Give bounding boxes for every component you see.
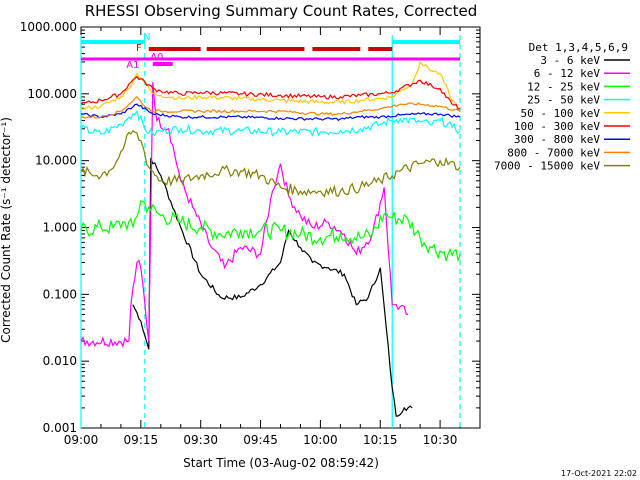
legend-label: 100 - 300 keV — [514, 120, 600, 133]
y-tick-label: 0.001 — [43, 421, 77, 435]
legend-label: 6 - 12 keV — [534, 67, 601, 80]
x-axis-label: Start Time (03-Aug-02 08:59:42) — [183, 456, 379, 470]
y-tick-label: 10.000 — [35, 154, 77, 168]
flag-label: F — [136, 43, 142, 54]
footer-date: 17-Oct-2021 22:02 — [561, 469, 637, 478]
y-tick-label: 1.000 — [43, 221, 77, 235]
x-tick-label: 09:15 — [124, 433, 159, 447]
x-tick-label: 09:30 — [183, 433, 218, 447]
series-line — [80, 75, 461, 110]
series-line — [80, 200, 461, 262]
series-line — [80, 129, 461, 198]
y-axis-label: Corrected Count Rate (s⁻¹ detector⁻¹) — [0, 117, 13, 343]
y-tick-label: 0.100 — [43, 287, 77, 301]
series-line — [80, 96, 461, 119]
plot-frame — [80, 26, 481, 429]
y-tick-label: 100.000 — [27, 87, 77, 101]
legend-label: 300 - 800 keV — [514, 133, 600, 146]
series-line — [80, 109, 461, 138]
legend-label: 3 - 6 keV — [540, 54, 600, 67]
legend-label: 50 - 100 keV — [521, 107, 601, 120]
y-tick-label: 1000.000 — [20, 20, 77, 34]
legend-title: Det 1,3,4,5,6,9 — [529, 41, 628, 54]
legend-label: 7000 - 15000 keV — [494, 160, 600, 173]
series-line — [80, 82, 409, 349]
chart-title: RHESSI Observing Summary Count Rates, Co… — [85, 2, 478, 20]
legend-label: 25 - 50 keV — [527, 94, 600, 107]
flag-label: N — [143, 32, 150, 43]
series-line — [132, 157, 413, 417]
y-tick-label: 0.010 — [43, 354, 77, 368]
x-tick-label: 10:30 — [423, 433, 458, 447]
legend-label: 800 - 7000 keV — [507, 146, 600, 159]
legend-label: 12 - 25 keV — [527, 80, 600, 93]
flag-label: A1 — [126, 60, 139, 71]
x-tick-label: 10:15 — [363, 433, 398, 447]
x-tick-label: 09:00 — [64, 433, 99, 447]
x-tick-label: 10:00 — [303, 433, 338, 447]
x-tick-label: 09:45 — [243, 433, 278, 447]
series-line — [80, 103, 461, 122]
plot-area: 0.001 0.010 0.100 1.000 10.000 100.000 1000.00… — [20, 20, 481, 447]
